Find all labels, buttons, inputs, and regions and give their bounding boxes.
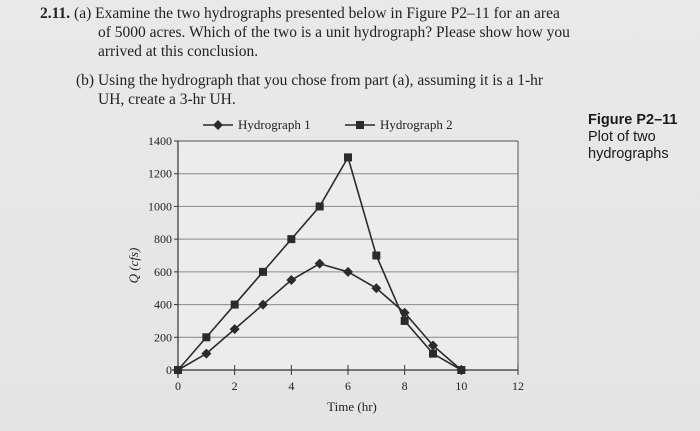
y-tick-label: 800 [154, 232, 172, 246]
problem-number: 2.11. [40, 5, 71, 22]
series-2-point [174, 366, 182, 374]
problem-part-a: 2.11. (a) Examine the two hydrographs pr… [40, 4, 580, 61]
series-2-point [429, 349, 437, 358]
figure-label: Figure P2–11 [588, 112, 678, 128]
part-b-line-2: UH, create a 3-hr UH. [98, 91, 236, 108]
series-2-point [259, 267, 267, 276]
x-tick-label: 8 [402, 379, 408, 393]
series-2-point [344, 153, 352, 162]
x-tick-label: 2 [232, 379, 238, 393]
part-a-line-2: of 5000 acres. Which of the two is a uni… [98, 24, 570, 41]
legend-label-1: Hydrograph 1 [238, 117, 311, 132]
series-2-point [400, 316, 409, 325]
series-2-point [202, 333, 211, 342]
y-axis-label: Q (cfs) [126, 248, 141, 284]
series-1-point [428, 340, 438, 351]
plot-area [178, 141, 518, 370]
series-1-point [314, 258, 325, 269]
y-tick-label: 1400 [148, 134, 172, 148]
y-tick-label: 0 [166, 363, 172, 377]
series-1-point [201, 348, 212, 359]
series-1-point [343, 266, 353, 277]
figure-caption-line-2: hydrographs [588, 146, 669, 162]
series-1-point [371, 283, 382, 294]
series-1-point [229, 324, 240, 335]
y-tick-label: 1000 [148, 199, 172, 213]
series-2-point [372, 251, 381, 260]
part-a-line-3: arrived at this conclusion. [98, 43, 259, 60]
x-tick-label: 6 [345, 379, 351, 393]
x-axis-label: Time (hr) [327, 399, 377, 414]
y-tick-label: 600 [154, 265, 172, 279]
x-tick-label: 4 [288, 379, 294, 393]
series-2-point [457, 366, 466, 374]
series-1-point [258, 299, 268, 310]
part-b-line-1: (b) Using the hydrograph that you chose … [76, 72, 544, 89]
figure-caption-line-1: Plot of two [588, 129, 656, 145]
x-tick-label: 0 [175, 379, 181, 393]
legend-marker-1 [213, 120, 223, 130]
problem-statement: 2.11. (a) Examine the two hydrographs pr… [40, 4, 580, 109]
x-tick-label: 12 [512, 379, 524, 393]
legend-marker-2 [356, 121, 364, 129]
series-2-point [287, 235, 296, 244]
series-1-point [286, 275, 297, 286]
x-tick-label: 10 [455, 379, 467, 393]
series-2-point [230, 300, 239, 309]
y-tick-label: 400 [154, 298, 172, 312]
part-a-line-1: (a) Examine the two hydrographs presente… [74, 5, 560, 22]
legend-label-2: Hydrograph 2 [380, 117, 453, 132]
figure-caption: Figure P2–11 Plot of two hydrographs [588, 112, 698, 163]
problem-part-b: (b) Using the hydrograph that you chose … [76, 71, 580, 109]
y-tick-label: 200 [154, 330, 172, 344]
y-tick-label: 1200 [148, 167, 172, 181]
series-2-point [315, 202, 324, 211]
